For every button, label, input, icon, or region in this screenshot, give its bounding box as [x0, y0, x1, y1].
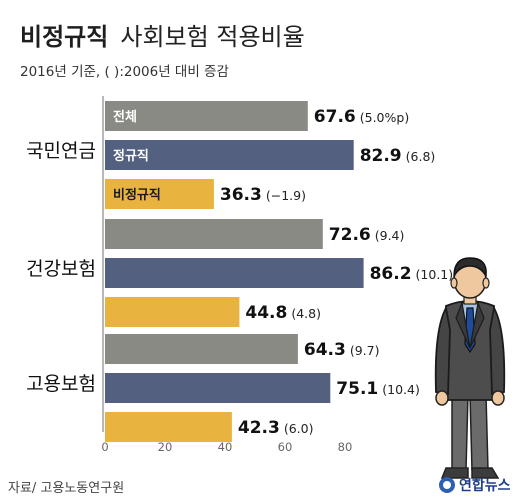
data-label: 75.1 (10.4) — [336, 379, 420, 399]
value-label: 64.3 — [304, 340, 346, 360]
change-label: (9.4) — [375, 228, 405, 243]
x-tick-label: 40 — [218, 440, 233, 454]
data-label: 36.3 (−1.9) — [220, 185, 306, 205]
category-label: 고용보험 — [26, 373, 96, 395]
category-label: 국민연금 — [26, 140, 96, 162]
x-tick-label: 20 — [158, 440, 173, 454]
businessman-figure — [434, 257, 506, 479]
value-label: 44.8 — [245, 303, 287, 323]
bar — [105, 297, 240, 327]
change-label: (4.8) — [291, 306, 321, 321]
chart-title-bold: 비정규직 — [20, 23, 108, 51]
x-tick-label: 0 — [101, 440, 108, 454]
bar — [105, 219, 323, 249]
bar — [105, 412, 232, 442]
value-label: 42.3 — [238, 418, 280, 438]
brand-logo: 연합뉴스 — [439, 477, 511, 494]
data-label: 82.9 (6.8) — [360, 146, 436, 166]
data-label: 67.6 (5.0%p) — [314, 107, 409, 127]
series-label: 비정규직 — [113, 187, 161, 203]
data-label: 64.3 (9.7) — [304, 340, 380, 360]
value-label: 82.9 — [360, 146, 402, 166]
chart-title-rest: 사회보험 적용비율 — [120, 23, 304, 51]
value-label: 72.6 — [329, 225, 371, 245]
change-label: (10.4) — [382, 382, 420, 397]
change-label: (9.7) — [350, 343, 380, 358]
bar — [105, 373, 331, 403]
bar — [105, 334, 298, 364]
change-label: (−1.9) — [266, 188, 306, 203]
data-label: 86.2 (10.1) — [370, 264, 454, 284]
series-label: 정규직 — [113, 148, 149, 164]
chart-title: 비정규직 사회보험 적용비율 — [20, 23, 305, 51]
brand-name: 연합뉴스 — [459, 477, 511, 494]
value-label: 36.3 — [220, 185, 262, 205]
value-label: 67.6 — [314, 107, 356, 127]
data-label: 42.3 (6.0) — [238, 418, 314, 438]
chart-subtitle: 2016년 기준, ( ):2006년 대비 증감 — [20, 64, 229, 80]
bar — [105, 140, 354, 170]
bar — [105, 101, 308, 131]
bar — [105, 258, 364, 288]
bars-layer: 국민연금 전체 67.6 (5.0%p) 정규직 82.9 (6.8) 비정규직 36.3 (−1… — [26, 101, 453, 442]
value-label: 86.2 — [370, 264, 412, 284]
series-label: 전체 — [113, 109, 137, 125]
x-tick-label: 60 — [278, 440, 293, 454]
change-label: (10.1) — [416, 267, 454, 282]
data-label: 44.8 (4.8) — [245, 303, 321, 323]
value-label: 75.1 — [336, 379, 378, 399]
change-label: (5.0%p) — [360, 110, 409, 125]
data-label: 72.6 (9.4) — [329, 225, 405, 245]
source-note: 자료/ 고용노동연구원 — [8, 481, 124, 496]
x-axis-ticks: 0 20 40 60 80 — [101, 440, 352, 454]
change-label: (6.8) — [406, 149, 436, 164]
category-label: 건강보험 — [26, 258, 96, 280]
bar — [105, 179, 214, 209]
x-tick-label: 80 — [338, 440, 353, 454]
change-label: (6.0) — [284, 421, 314, 436]
